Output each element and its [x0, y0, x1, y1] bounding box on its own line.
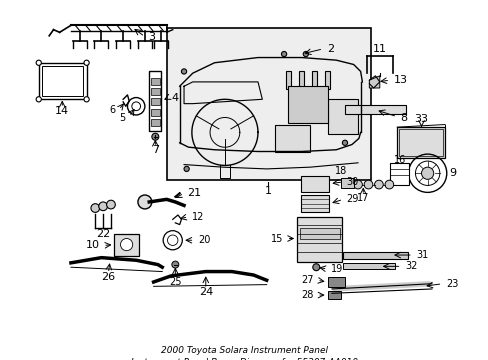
Polygon shape — [368, 76, 379, 88]
Bar — [344, 105, 405, 114]
Text: 6: 6 — [109, 105, 115, 115]
Bar — [311, 72, 317, 89]
Text: 22: 22 — [96, 229, 110, 239]
Text: 4: 4 — [171, 93, 179, 103]
Bar — [285, 72, 290, 89]
Circle shape — [421, 167, 433, 179]
Bar — [396, 127, 444, 158]
Bar — [389, 163, 408, 185]
Bar — [298, 72, 304, 89]
Circle shape — [91, 204, 100, 212]
Text: 23: 23 — [445, 279, 457, 289]
Circle shape — [106, 200, 115, 209]
Bar — [149, 72, 161, 131]
Text: 30: 30 — [346, 177, 358, 187]
Text: 9: 9 — [448, 168, 456, 178]
Bar — [398, 129, 443, 156]
Text: 15: 15 — [270, 234, 283, 243]
Bar — [42, 66, 83, 96]
Circle shape — [152, 133, 159, 140]
Text: 27: 27 — [301, 275, 313, 285]
Text: 19: 19 — [330, 264, 343, 274]
Text: 33: 33 — [414, 114, 427, 124]
Circle shape — [312, 264, 319, 271]
Circle shape — [120, 239, 132, 251]
Bar — [297, 217, 342, 262]
Text: 2: 2 — [326, 44, 333, 54]
Text: 26: 26 — [101, 272, 115, 282]
Text: 13: 13 — [393, 75, 407, 85]
Circle shape — [36, 97, 41, 102]
Bar — [114, 234, 139, 256]
Text: 3: 3 — [148, 32, 155, 42]
Text: 28: 28 — [301, 290, 313, 300]
Circle shape — [138, 195, 152, 209]
Text: 31: 31 — [415, 250, 427, 260]
Text: 10: 10 — [85, 240, 100, 251]
Circle shape — [36, 60, 41, 66]
Text: 20: 20 — [198, 235, 210, 245]
Circle shape — [384, 180, 393, 189]
Text: 21: 21 — [187, 188, 201, 198]
Bar — [301, 195, 328, 212]
FancyArrowPatch shape — [334, 284, 428, 289]
Text: 29: 29 — [346, 194, 358, 204]
Text: 8: 8 — [400, 113, 407, 123]
Text: 14: 14 — [55, 107, 69, 117]
Bar — [340, 177, 353, 188]
Text: 24: 24 — [198, 287, 212, 297]
Text: 1: 1 — [264, 186, 271, 195]
Bar — [343, 263, 395, 269]
Circle shape — [181, 69, 186, 74]
Circle shape — [364, 180, 372, 189]
Bar — [151, 109, 160, 116]
Bar — [275, 125, 309, 152]
Bar — [343, 252, 407, 258]
Bar — [151, 119, 160, 126]
Circle shape — [171, 261, 179, 268]
Text: 16: 16 — [393, 155, 405, 165]
Bar — [288, 86, 327, 123]
Bar — [325, 72, 329, 89]
Bar — [301, 176, 328, 192]
Circle shape — [281, 51, 286, 57]
Bar — [166, 28, 370, 180]
Bar — [299, 228, 339, 239]
Circle shape — [99, 202, 107, 211]
Bar — [327, 291, 340, 300]
Text: 32: 32 — [404, 261, 417, 271]
Text: 25: 25 — [169, 277, 181, 287]
Text: 11: 11 — [372, 44, 386, 54]
Text: 12: 12 — [191, 212, 204, 222]
Circle shape — [342, 140, 347, 145]
Bar — [327, 277, 344, 287]
Circle shape — [303, 51, 308, 57]
Text: 17: 17 — [356, 193, 369, 203]
Circle shape — [374, 180, 383, 189]
Circle shape — [183, 166, 189, 171]
Circle shape — [84, 60, 89, 66]
Circle shape — [84, 97, 89, 102]
Bar — [151, 88, 160, 95]
Bar — [151, 77, 160, 85]
Circle shape — [353, 180, 362, 189]
Text: 5: 5 — [119, 113, 125, 123]
Text: 2000 Toyota Solara Instrument Panel
Instrument Panel Brace Diagram for 55307-AA0: 2000 Toyota Solara Instrument Panel Inst… — [131, 346, 357, 360]
Text: 7: 7 — [151, 145, 159, 155]
Bar — [39, 63, 86, 99]
Bar — [327, 99, 357, 134]
Bar — [151, 98, 160, 105]
Text: 18: 18 — [334, 166, 346, 176]
